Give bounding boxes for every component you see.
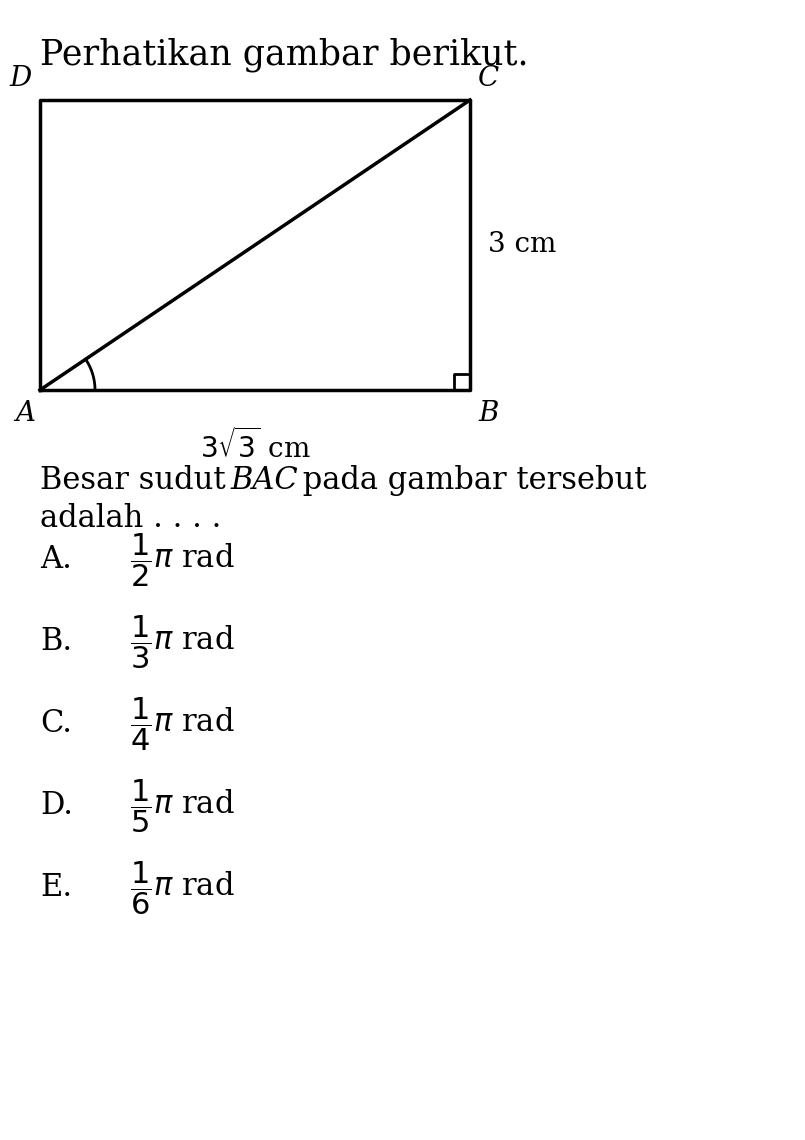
Text: D.: D. — [40, 790, 73, 822]
Text: C: C — [478, 65, 499, 92]
Text: A: A — [15, 400, 35, 428]
Text: $\dfrac{1}{4}\pi$ rad: $\dfrac{1}{4}\pi$ rad — [130, 695, 235, 752]
Text: Besar sudut: Besar sudut — [40, 465, 235, 496]
Text: E.: E. — [40, 872, 72, 904]
Text: $\dfrac{1}{6}\pi$ rad: $\dfrac{1}{6}\pi$ rad — [130, 860, 235, 917]
Text: $\dfrac{1}{5}\pi$ rad: $\dfrac{1}{5}\pi$ rad — [130, 777, 235, 834]
Text: $\dfrac{1}{2}\pi$ rad: $\dfrac{1}{2}\pi$ rad — [130, 531, 235, 588]
Text: BAC: BAC — [230, 465, 298, 496]
Text: Perhatikan gambar berikut.: Perhatikan gambar berikut. — [40, 38, 529, 73]
Text: D: D — [10, 65, 32, 92]
Text: 3 cm: 3 cm — [488, 231, 556, 259]
Text: B.: B. — [40, 627, 72, 658]
Text: A.: A. — [40, 545, 72, 576]
Text: $3\sqrt{3}$ cm: $3\sqrt{3}$ cm — [200, 428, 310, 464]
Text: C.: C. — [40, 708, 72, 740]
Text: B: B — [478, 400, 498, 428]
Text: $\dfrac{1}{3}\pi$ rad: $\dfrac{1}{3}\pi$ rad — [130, 613, 235, 670]
Text: adalah . . . .: adalah . . . . — [40, 503, 221, 534]
Text: pada gambar tersebut: pada gambar tersebut — [293, 465, 646, 496]
